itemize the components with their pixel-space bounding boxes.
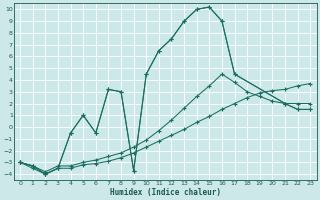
- X-axis label: Humidex (Indice chaleur): Humidex (Indice chaleur): [110, 188, 221, 197]
